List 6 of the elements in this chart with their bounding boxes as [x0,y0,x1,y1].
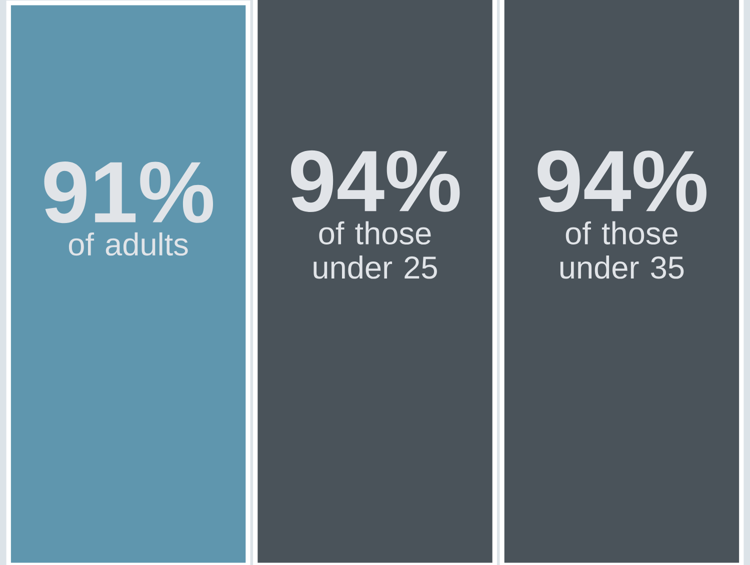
x-tick-label: of those under 25 [314,221,437,279]
data-label: 94% [538,150,706,212]
x-tick-label: of those under 35 [560,221,684,279]
data-label: 94% [290,150,460,212]
data-label: 91% [44,162,214,224]
x-tick-label: of adults [68,232,188,256]
